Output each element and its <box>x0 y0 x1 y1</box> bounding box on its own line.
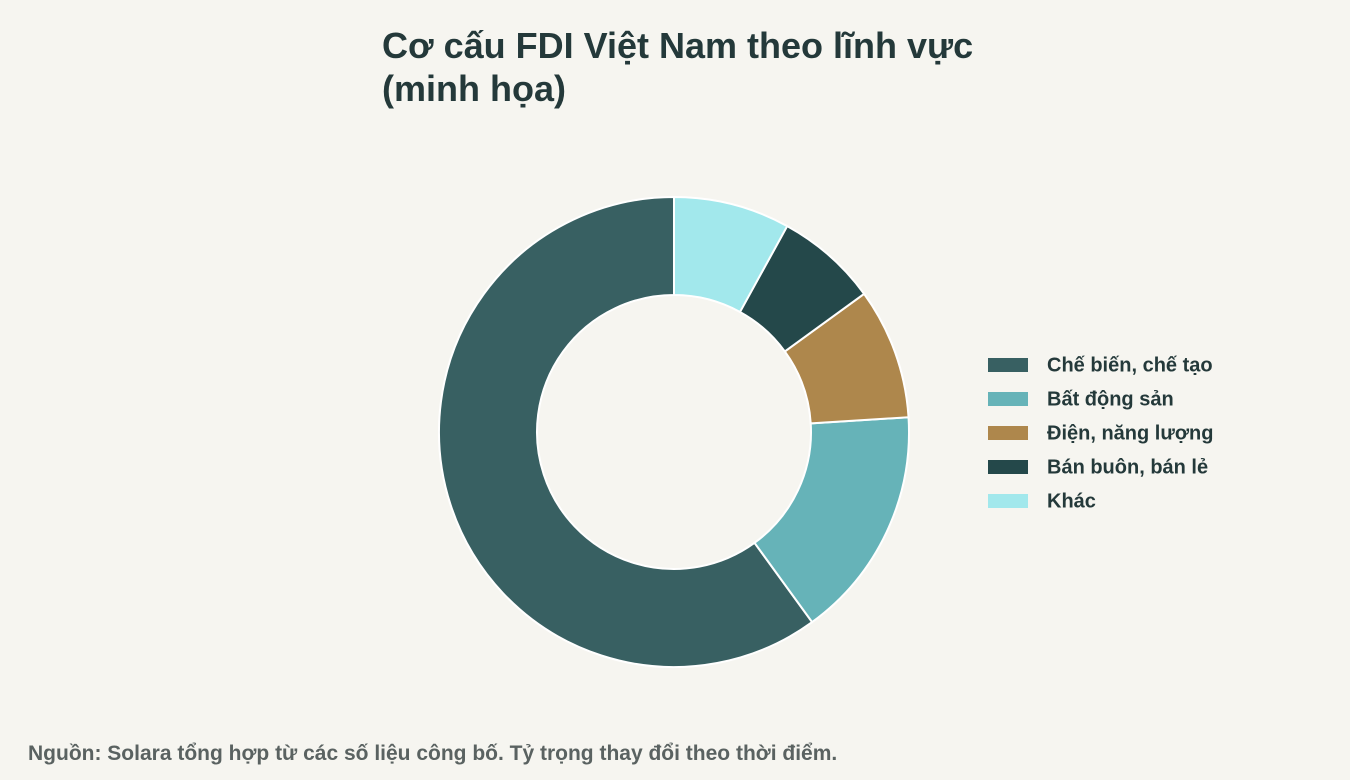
legend-label: Điện, năng lượng <box>1047 422 1213 444</box>
chart-title: Cơ cấu FDI Việt Nam theo lĩnh vực (minh … <box>382 25 974 109</box>
legend-label: Khác <box>1047 490 1096 512</box>
donut-slice <box>673 195 789 314</box>
legend-swatch <box>988 358 1028 372</box>
legend-swatch <box>988 426 1028 440</box>
legend-label: Chế biến, chế tạo <box>1047 354 1213 376</box>
legend-swatch <box>988 392 1028 406</box>
legend-label: Bất động sản <box>1047 388 1174 410</box>
legend-label: Bán buôn, bán lẻ <box>1047 456 1208 478</box>
chart: Chế biến, chế tạo Bất động sản Điện, năng … <box>438 195 1213 668</box>
source-note: Nguồn: Solara tổng hợp từ các số liệu cô… <box>28 742 838 765</box>
donut-slice <box>438 195 814 668</box>
legend-swatch <box>988 494 1028 508</box>
legend-swatch <box>988 460 1028 474</box>
